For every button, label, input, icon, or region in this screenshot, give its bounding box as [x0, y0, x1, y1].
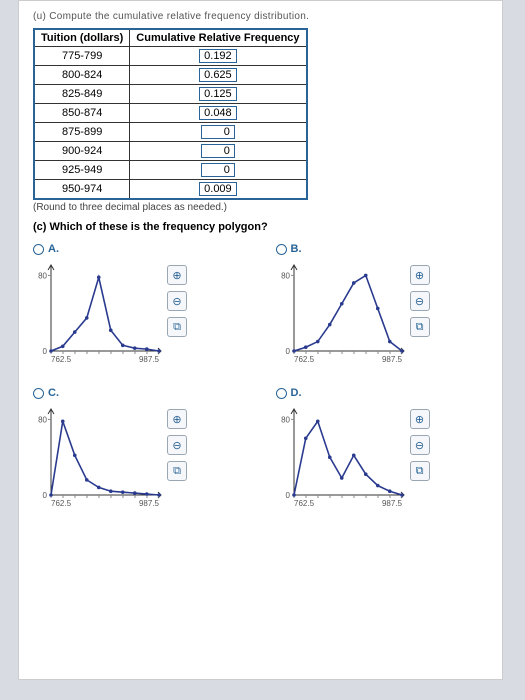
crf-cell: 0.192 — [130, 47, 307, 66]
crf-cell: 0.048 — [130, 104, 307, 123]
svg-text:80: 80 — [281, 415, 290, 424]
crf-value[interactable]: 0 — [201, 125, 235, 139]
svg-text:80: 80 — [38, 415, 47, 424]
choice-b[interactable]: B. 80 0 762.5 987.5 ⊕ ⊖ ⧉ — [276, 243, 489, 369]
choice-b-label: B. — [291, 243, 302, 255]
chart-d: 80 0 762.5 987.5 — [276, 403, 406, 513]
zoom-in-icon[interactable]: ⊕ — [410, 409, 430, 429]
svg-text:987.5: 987.5 — [381, 499, 402, 508]
col-header-tuition: Tuition (dollars) — [34, 29, 130, 47]
svg-text:762.5: 762.5 — [294, 499, 315, 508]
tuition-range: 825-849 — [34, 85, 130, 104]
choice-c-label: C. — [48, 387, 59, 399]
crf-value[interactable]: 0.125 — [199, 87, 237, 101]
col-header-crf: Cumulative Relative Frequency — [130, 29, 307, 47]
choice-a-label: A. — [48, 243, 59, 255]
svg-text:762.5: 762.5 — [294, 355, 315, 364]
table-row: 825-849 0.125 — [34, 85, 307, 104]
crf-cell: 0 — [130, 123, 307, 142]
crf-cell: 0 — [130, 142, 307, 161]
popout-icon[interactable]: ⧉ — [410, 461, 430, 481]
svg-text:0: 0 — [43, 347, 48, 356]
zoom-out-icon[interactable]: ⊖ — [167, 435, 187, 455]
svg-text:987.5: 987.5 — [381, 355, 402, 364]
crf-value[interactable]: 0 — [201, 163, 235, 177]
svg-text:80: 80 — [281, 271, 290, 280]
crf-value[interactable]: 0.048 — [199, 106, 237, 120]
frequency-table: Tuition (dollars) Cumulative Relative Fr… — [33, 28, 308, 200]
svg-text:987.5: 987.5 — [139, 355, 160, 364]
tuition-range: 900-924 — [34, 142, 130, 161]
tuition-range: 950-974 — [34, 180, 130, 200]
choice-d-label: D. — [291, 387, 302, 399]
svg-text:0: 0 — [43, 491, 48, 500]
tuition-range: 800-824 — [34, 66, 130, 85]
zoom-in-icon[interactable]: ⊕ — [167, 409, 187, 429]
crf-cell: 0.009 — [130, 180, 307, 200]
zoom-out-icon[interactable]: ⊖ — [410, 291, 430, 311]
radio-b[interactable] — [276, 244, 287, 255]
tuition-range: 875-899 — [34, 123, 130, 142]
worksheet-panel: (u) Compute the cumulative relative freq… — [18, 0, 503, 680]
chart-c: 80 0762.5 987.5 — [33, 403, 163, 513]
question-text: (c) Which of these is the frequency poly… — [33, 221, 488, 233]
svg-text:80: 80 — [38, 271, 47, 280]
choice-grid: A. 800762.5987.5 ⊕ ⊖ ⧉ B. 800762.5987.5 … — [33, 243, 488, 513]
svg-text:762.5: 762.5 — [51, 499, 72, 508]
popout-icon[interactable]: ⧉ — [410, 317, 430, 337]
crf-value[interactable]: 0 — [201, 144, 235, 158]
popout-icon[interactable]: ⧉ — [167, 317, 187, 337]
crf-value[interactable]: 0.192 — [199, 49, 237, 63]
crf-cell: 0.125 — [130, 85, 307, 104]
crf-cell: 0.625 — [130, 66, 307, 85]
svg-text:0: 0 — [285, 491, 290, 500]
crf-cell: 0 — [130, 161, 307, 180]
table-row: 775-799 0.192 — [34, 47, 307, 66]
choice-c[interactable]: C. 80 0762.5 987.5 ⊕ ⊖ ⧉ — [33, 387, 246, 513]
crf-value[interactable]: 0.009 — [199, 182, 237, 196]
table-row: 875-899 0 — [34, 123, 307, 142]
tuition-range: 850-874 — [34, 104, 130, 123]
chart-a: 80 0762.5 987.5 — [33, 259, 163, 369]
radio-a[interactable] — [33, 244, 44, 255]
table-row: 850-874 0.048 — [34, 104, 307, 123]
popout-icon[interactable]: ⧉ — [167, 461, 187, 481]
section-header-fragment: (u) Compute the cumulative relative freq… — [33, 11, 488, 22]
zoom-in-icon[interactable]: ⊕ — [167, 265, 187, 285]
table-row: 950-974 0.009 — [34, 180, 307, 200]
zoom-out-icon[interactable]: ⊖ — [167, 291, 187, 311]
svg-text:762.5: 762.5 — [51, 355, 72, 364]
chart-b: 80 0 762.5 987.5 — [276, 259, 406, 369]
choice-d[interactable]: D. 80 0 762.5 987.5 ⊕ ⊖ ⧉ — [276, 387, 489, 513]
tuition-range: 925-949 — [34, 161, 130, 180]
zoom-out-icon[interactable]: ⊖ — [410, 435, 430, 455]
svg-text:0: 0 — [285, 347, 290, 356]
radio-d[interactable] — [276, 388, 287, 399]
table-row: 800-824 0.625 — [34, 66, 307, 85]
table-row: 925-949 0 — [34, 161, 307, 180]
tuition-range: 775-799 — [34, 47, 130, 66]
crf-value[interactable]: 0.625 — [199, 68, 237, 82]
radio-c[interactable] — [33, 388, 44, 399]
choice-a[interactable]: A. 80 0762.5 987.5 ⊕ ⊖ ⧉ — [33, 243, 246, 369]
svg-text:987.5: 987.5 — [139, 499, 160, 508]
rounding-note: (Round to three decimal places as needed… — [33, 202, 488, 213]
zoom-in-icon[interactable]: ⊕ — [410, 265, 430, 285]
table-row: 900-924 0 — [34, 142, 307, 161]
